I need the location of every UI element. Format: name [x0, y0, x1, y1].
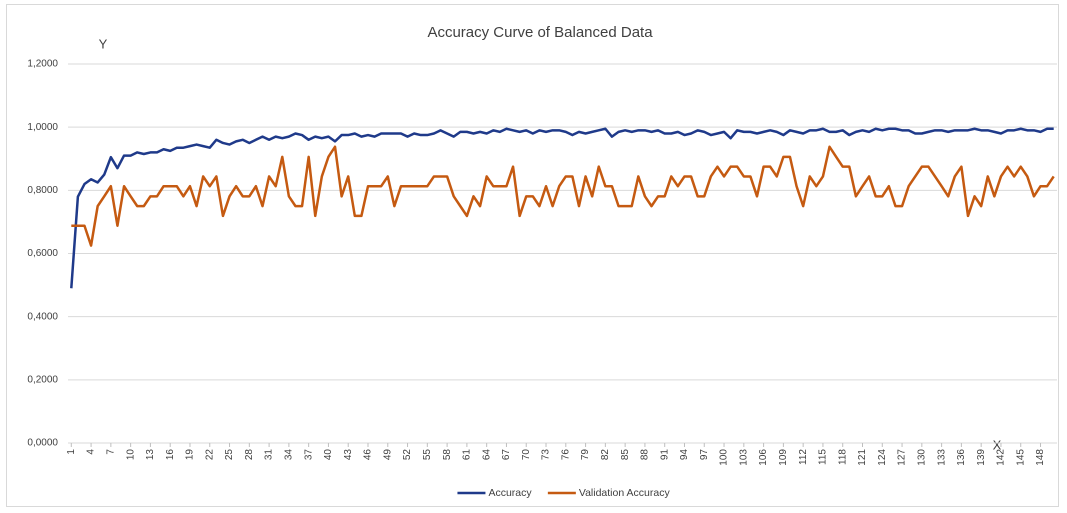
chart-frame [6, 4, 1059, 507]
x-tick-label: 148 [1035, 449, 1046, 466]
data-line [70, 127, 1054, 289]
x-tick-label: 37 [303, 449, 314, 461]
y-tick-label: 0,0000 [27, 438, 58, 449]
x-tick-label: 13 [145, 449, 156, 461]
x-tick-label: 70 [521, 449, 532, 461]
x-tick-label: 130 [916, 449, 927, 466]
x-tick-label: 28 [244, 449, 255, 461]
x-tick-label: 97 [699, 449, 710, 461]
x-tick-label: 40 [323, 449, 334, 461]
x-tick-label: 100 [719, 449, 730, 466]
x-tick-label: 1 [66, 449, 77, 455]
chart-title: Accuracy Curve of Balanced Data [427, 24, 653, 41]
y-axis-label: Y [99, 36, 108, 51]
x-tick-label: 115 [818, 449, 829, 465]
x-tick-label: 4 [86, 449, 97, 455]
x-tick-label: 67 [501, 449, 512, 461]
x-tick-label: 43 [343, 449, 354, 461]
x-tick-label: 46 [363, 449, 374, 461]
x-tick-label: 52 [402, 449, 413, 461]
y-tick-label: 1,2000 [27, 59, 58, 70]
x-tick-label: 34 [284, 449, 295, 461]
x-tick-label: 61 [462, 449, 473, 461]
x-tick-label: 73 [541, 449, 552, 461]
y-tick-label: 0,2000 [27, 374, 58, 385]
x-tick-label: 88 [640, 449, 651, 461]
x-tick-label: 82 [600, 449, 611, 461]
x-axis-label: X [993, 437, 1002, 452]
x-tick-label: 85 [620, 449, 631, 461]
x-tick-label: 127 [897, 449, 908, 466]
x-tick-label: 22 [204, 449, 215, 461]
x-tick-label: 19 [185, 449, 196, 461]
x-tick-label: 76 [560, 449, 571, 461]
x-tick-label: 136 [956, 449, 967, 466]
y-tick-label: 1,0000 [27, 122, 58, 133]
x-tick-label: 49 [382, 449, 393, 461]
x-tick-label: 121 [857, 449, 868, 466]
x-tick-label: 112 [798, 449, 809, 465]
x-tick-label: 145 [1015, 449, 1026, 466]
x-tick-label: 16 [165, 449, 176, 461]
x-tick-label: 118 [837, 449, 848, 465]
x-tick-label: 91 [659, 449, 670, 461]
x-tick-label: 58 [442, 449, 453, 461]
x-tick-label: 139 [976, 449, 987, 466]
x-tick-label: 31 [264, 449, 275, 461]
x-tick-label: 25 [224, 449, 235, 461]
x-tick-label: 64 [481, 449, 492, 461]
x-tick-label: 142 [996, 449, 1007, 466]
x-tick-label: 103 [738, 449, 749, 466]
x-tick-label: 7 [105, 449, 116, 455]
x-tick-label: 79 [580, 449, 591, 461]
legend-label: Validation Accuracy [579, 487, 671, 499]
x-tick-label: 133 [936, 449, 947, 466]
y-tick-label: 0,8000 [27, 185, 58, 196]
x-tick-label: 109 [778, 449, 789, 466]
legend-label: Accuracy [488, 487, 532, 499]
y-tick-label: 0,4000 [27, 311, 58, 322]
y-tick-label: 0,6000 [27, 248, 58, 259]
x-tick-label: 10 [125, 449, 136, 461]
x-tick-label: 94 [679, 449, 690, 461]
x-tick-label: 55 [422, 449, 433, 461]
x-tick-label: 124 [877, 449, 888, 466]
data-line [71, 145, 1055, 247]
x-tick-label: 106 [758, 449, 769, 466]
